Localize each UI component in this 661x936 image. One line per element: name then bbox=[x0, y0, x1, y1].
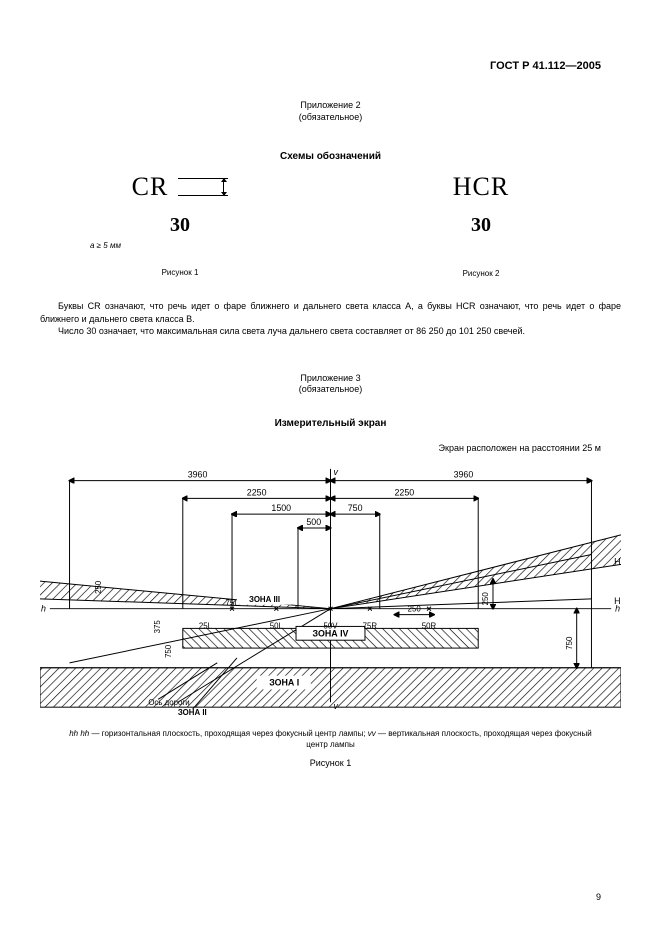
h-left: h bbox=[41, 604, 46, 614]
para2: Число 30 означает, что максимальная сила… bbox=[40, 325, 621, 337]
appendix3-note: (обязательное) bbox=[299, 384, 362, 394]
figure1-num: 30 bbox=[170, 214, 190, 237]
appendix2-note: (обязательное) bbox=[299, 112, 362, 122]
p50V: 50V bbox=[324, 622, 339, 631]
figure-1: CR 30 a ≥ 5 мм Рисунок 1 bbox=[70, 172, 290, 277]
dim-375: 375 bbox=[153, 620, 162, 634]
H3-label: H₃ bbox=[614, 557, 621, 567]
dim-2250-r: 2250 bbox=[394, 488, 414, 498]
dim-1500: 1500 bbox=[271, 503, 291, 513]
appendix3-label: Приложение 3 (обязательное) bbox=[40, 373, 621, 396]
figure-2: HCR 30 Рисунок 2 bbox=[371, 172, 591, 278]
p50R: 50R bbox=[422, 622, 437, 631]
p75R: 75R bbox=[363, 622, 378, 631]
p50L: 50L bbox=[270, 622, 284, 631]
appendix2-label-text: Приложение 2 bbox=[300, 100, 360, 110]
cr-mark-text: CR bbox=[132, 172, 169, 202]
axis-label: Ось дороги bbox=[148, 698, 189, 707]
diagram-footnote: hh hh — горизонтальная плоскость, проход… bbox=[60, 729, 601, 750]
appendix3-fig-caption: Рисунок 1 bbox=[40, 758, 621, 770]
figure2-caption: Рисунок 2 bbox=[463, 269, 500, 278]
dim-750: 750 bbox=[348, 503, 363, 513]
p25L: 25L bbox=[199, 622, 213, 631]
v-top: v bbox=[333, 467, 338, 477]
appendix2-title: Схемы обозначений bbox=[40, 151, 621, 162]
dim-2250-l: 2250 bbox=[247, 488, 267, 498]
appendix3-label-text: Приложение 3 bbox=[300, 373, 360, 383]
dim-250-r: 250 bbox=[408, 605, 422, 614]
figures-row: CR 30 a ≥ 5 мм Рисунок 1 HCR 30 Рисунок … bbox=[70, 172, 591, 278]
figure2-num: 30 bbox=[471, 214, 491, 237]
dim-750-l: 750 bbox=[164, 644, 173, 658]
zone1-label: ЗОНА I bbox=[269, 678, 299, 688]
appendix2-label: Приложение 2 (обязательное) bbox=[40, 100, 621, 123]
figure1-caption: Рисунок 1 bbox=[162, 268, 199, 277]
H4-label: H₄ bbox=[614, 596, 621, 606]
dim-250-l: 250 bbox=[94, 580, 103, 594]
measurement-diagram: 3960 3960 2250 2250 1500 750 500 v v bbox=[40, 459, 621, 719]
zone3-label: ЗОНА III bbox=[249, 595, 280, 604]
dim-250-rs: 250 bbox=[481, 592, 490, 606]
a-ge-5: a ≥ 5 мм bbox=[90, 241, 121, 250]
dim-3960-r: 3960 bbox=[454, 470, 474, 480]
dim-3960-l: 3960 bbox=[188, 470, 208, 480]
doc-id: ГОСТ Р 41.112—2005 bbox=[490, 60, 601, 72]
dim-750-r: 750 bbox=[565, 636, 574, 650]
zone2-label: ЗОНА II bbox=[178, 708, 207, 717]
dim-500: 500 bbox=[306, 517, 321, 527]
screen-note: Экран расположен на расстоянии 25 м bbox=[40, 443, 601, 453]
explanation-text: Буквы CR означают, что речь идет о фаре … bbox=[40, 300, 621, 336]
para1: Буквы CR означают, что речь идет о фаре … bbox=[40, 300, 621, 324]
dimension-a bbox=[178, 178, 228, 196]
appendix3-title: Измерительный экран bbox=[40, 418, 621, 429]
hcr-mark-text: HCR bbox=[453, 172, 509, 202]
page-number: 9 bbox=[596, 892, 601, 902]
